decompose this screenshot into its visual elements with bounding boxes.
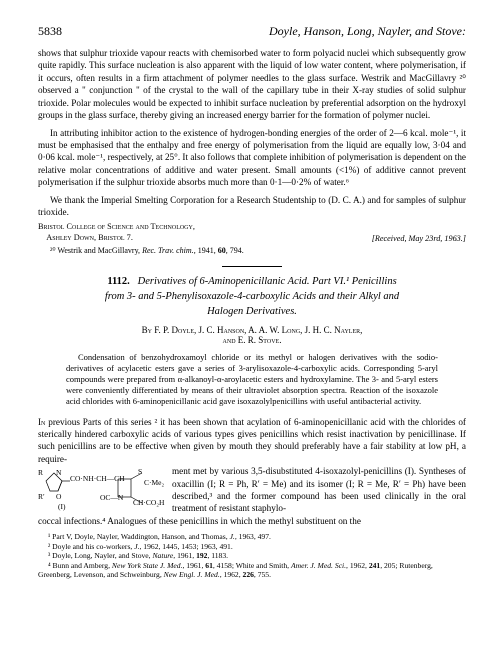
affiliation: Bristol College of Science and Technolog… xyxy=(38,222,195,243)
article-title: 1112. Derivatives of 6-Aminopenicillanic… xyxy=(38,275,466,319)
footnote-1: ¹ Part V, Doyle, Nayler, Waddington, Han… xyxy=(38,532,466,541)
page-number: 5838 xyxy=(38,24,62,39)
footnotes: ¹ Part V, Doyle, Nayler, Waddington, Han… xyxy=(38,532,466,579)
article-number: 1112. xyxy=(107,276,129,287)
footnote-20: ²⁰ Westrik and MacGillavry, Rec. Trav. c… xyxy=(38,246,466,256)
footnote-4: ⁴ Bunn and Amberg, New York State J. Med… xyxy=(38,561,466,580)
main-paragraph-start: In previous Parts of this series ² it ha… xyxy=(38,416,466,466)
abstract: Condensation of benzohydroxamoyl chlorid… xyxy=(38,352,466,407)
received-date: [Received, May 23rd, 1963.] xyxy=(372,234,466,243)
paragraph-1: shows that sulphur trioxide vapour react… xyxy=(38,47,466,122)
header-authors: Doyle, Hanson, Long, Nayler, and Stove: xyxy=(269,24,466,39)
main-paragraph-end: coccal infections.⁴ Analogues of these p… xyxy=(38,515,466,527)
chemical-structure: R R′ N O CO·NH·CH—CH S C·Me₂ OC—N CH·CO₂… xyxy=(38,467,166,513)
paragraph-2: In attributing inhibitor action to the e… xyxy=(38,127,466,189)
section-divider xyxy=(222,266,282,267)
footnote-2: ² Doyle and his co-workers, J., 1962, 14… xyxy=(38,542,466,551)
byline: By F. P. Doyle, J. C. Hanson, A. A. W. L… xyxy=(38,325,466,345)
footnote-3: ³ Doyle, Long, Nayler, and Stove, Nature… xyxy=(38,551,466,560)
acknowledgment: We thank the Imperial Smelting Corporati… xyxy=(38,194,466,219)
